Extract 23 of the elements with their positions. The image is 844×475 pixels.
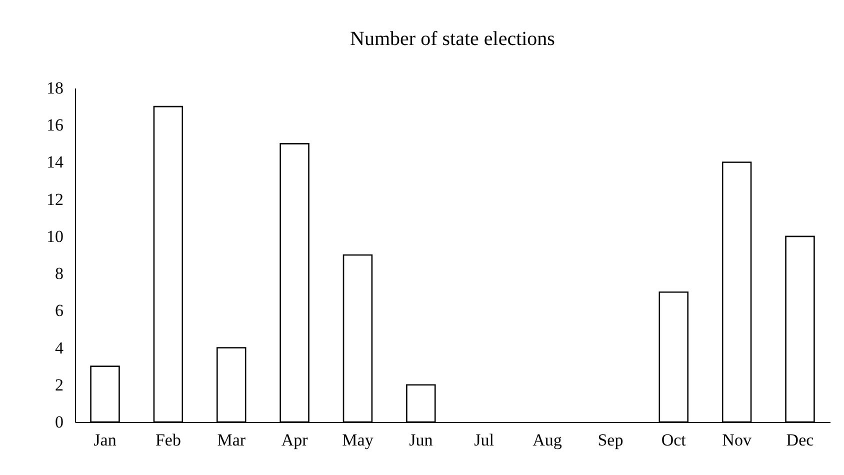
x-tick-label: Dec — [786, 430, 814, 450]
x-tick-label: Aug — [532, 430, 562, 450]
y-tick-label: 14 — [46, 152, 64, 172]
x-tick-label: Apr — [281, 430, 308, 450]
y-tick-label: 8 — [55, 264, 64, 284]
x-tick-label: Feb — [155, 430, 181, 450]
y-tick-label: 6 — [55, 301, 64, 320]
y-tick-label: 12 — [46, 190, 64, 209]
x-tick-label: Jul — [474, 430, 494, 450]
y-tick-label: 4 — [55, 338, 64, 358]
x-tick-label: Nov — [722, 430, 752, 450]
y-tick-label: 18 — [46, 78, 64, 98]
x-tick-label: Sep — [598, 430, 624, 450]
y-tick-label: 0 — [55, 412, 64, 432]
x-tick-label: Oct — [661, 430, 686, 450]
y-tick-label: 16 — [46, 116, 64, 135]
x-tick-label: May — [342, 430, 374, 450]
x-tick-label: Mar — [217, 430, 246, 450]
y-tick-label: 2 — [55, 375, 64, 394]
x-tick-label: Jun — [409, 430, 434, 450]
chart-title: Number of state elections — [350, 28, 556, 50]
y-tick-label: 10 — [46, 226, 64, 246]
x-tick-label: Jan — [94, 430, 117, 450]
